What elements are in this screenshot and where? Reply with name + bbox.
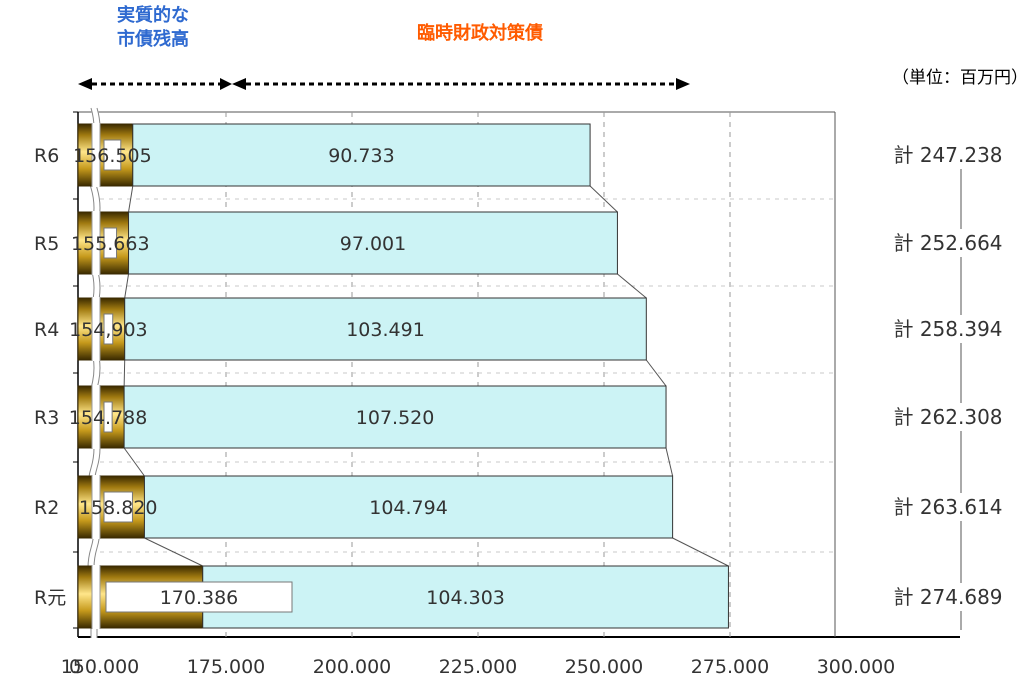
- connector-line: [123, 447, 145, 477]
- category-label: R5: [34, 233, 59, 255]
- axis-break-mark: [87, 107, 95, 638]
- data-label-city-debt: 158.820: [79, 497, 158, 519]
- category-label: R6: [34, 145, 59, 167]
- data-label-box: [103, 313, 114, 345]
- x-tick-label: 300.000: [817, 656, 896, 678]
- connector-line: [124, 273, 130, 299]
- data-label-city-debt: 156.505: [73, 145, 152, 167]
- total-label-bg: [889, 141, 1007, 169]
- total-label: 計 263.614: [893, 495, 1002, 519]
- category-label: R3: [34, 407, 59, 429]
- data-label-special-bond: 90.733: [328, 145, 394, 167]
- legend-label-special-bond: 臨時財政対策債: [417, 23, 543, 44]
- total-labels: 計 247.238 計 252.664 計 258.394 計 262.308 計 26…: [889, 141, 1007, 611]
- x-tick-label: 0: [69, 656, 81, 678]
- total-label: 計 274.689: [893, 585, 1002, 609]
- x-tick-label: 225.000: [439, 656, 518, 678]
- connector-line: [144, 537, 203, 567]
- legend-label-city-debt: 実質的な 市債残高: [78, 4, 228, 52]
- bar-special-bond: [124, 297, 647, 361]
- data-label-box: [103, 139, 122, 171]
- connector-lines: [123, 185, 729, 567]
- axis-break-gap: [92, 475, 100, 539]
- arrow-head-right: [676, 78, 690, 90]
- axis-break-mark: [93, 107, 101, 638]
- category-label: R2: [34, 497, 59, 519]
- total-label-bg: [889, 315, 1007, 343]
- data-label-box: [103, 227, 118, 259]
- data-label-city-debt: 154,903: [69, 319, 148, 341]
- axis-break-gap: [92, 565, 100, 629]
- bar-special-bond: [123, 385, 667, 449]
- connector-line: [617, 273, 647, 299]
- bar-city-debt: [77, 297, 126, 361]
- x-tick-label: 200.000: [313, 656, 392, 678]
- category-label: R4: [34, 319, 59, 341]
- axis-break-mark: [87, 106, 101, 638]
- gridlines: [100, 112, 835, 637]
- arrow-head-left: [232, 78, 246, 90]
- axis-break-gap: [92, 297, 100, 361]
- legend-label-line1: 実質的な: [117, 5, 189, 26]
- x-tick-label: 175.000: [187, 656, 266, 678]
- data-label-special-bond: 104.794: [369, 497, 448, 519]
- axis-break-gap: [92, 211, 100, 275]
- total-label: 計 258.394: [893, 317, 1002, 341]
- bar-special-bond: [132, 123, 591, 187]
- data-label-city-debt: 170.386: [160, 587, 239, 609]
- bar-special-bond: [143, 475, 674, 539]
- data-label-city-debt: 154.788: [69, 407, 148, 429]
- total-label-bg: [889, 493, 1007, 521]
- data-label-special-bond: 107.520: [356, 407, 435, 429]
- bars: [77, 123, 729, 629]
- arrow-head-left: [78, 78, 92, 90]
- category-label: R元: [34, 587, 66, 609]
- total-label: 計 262.308: [893, 405, 1002, 429]
- range-arrows: [78, 78, 690, 90]
- connector-line: [589, 185, 618, 213]
- total-label: 計 247.238: [893, 143, 1002, 167]
- connector-line: [128, 185, 134, 213]
- data-label-city-debt: 155.663: [71, 233, 150, 255]
- plot-frame: [73, 106, 962, 638]
- arrow-head-right: [220, 78, 232, 90]
- x-tick-label: 275.000: [691, 656, 770, 678]
- bar-special-bond: [128, 211, 618, 275]
- connector-line: [123, 359, 126, 387]
- data-labels: 156.505 90.733 155.663 97.001 154,903 103.491…: [69, 139, 505, 613]
- connector-line: [665, 447, 674, 477]
- total-label-bg: [889, 403, 1007, 431]
- legend-label-line2: 市債残高: [117, 29, 189, 50]
- total-label-bg: [889, 229, 1007, 257]
- axis-break-gap: [92, 123, 100, 187]
- data-label-special-bond: 103.491: [346, 319, 425, 341]
- total-label: 計 252.664: [893, 231, 1002, 255]
- data-label-box: [103, 401, 113, 433]
- x-tick-label: 150.000: [61, 656, 140, 678]
- connector-line: [672, 537, 729, 567]
- total-label-bg: [889, 583, 1007, 611]
- data-label-box: [103, 491, 133, 523]
- x-tick-label: 250.000: [565, 656, 644, 678]
- data-label-special-bond: 104.303: [426, 587, 505, 609]
- category-labels: R6 R5 R4 R3 R2 R元: [34, 145, 66, 609]
- data-label-special-bond: 97.001: [340, 233, 406, 255]
- unit-label: （単位：百万円）: [892, 68, 1028, 88]
- connector-line: [645, 359, 667, 387]
- data-label-box: [105, 581, 293, 613]
- axis-break-gap: [92, 385, 100, 449]
